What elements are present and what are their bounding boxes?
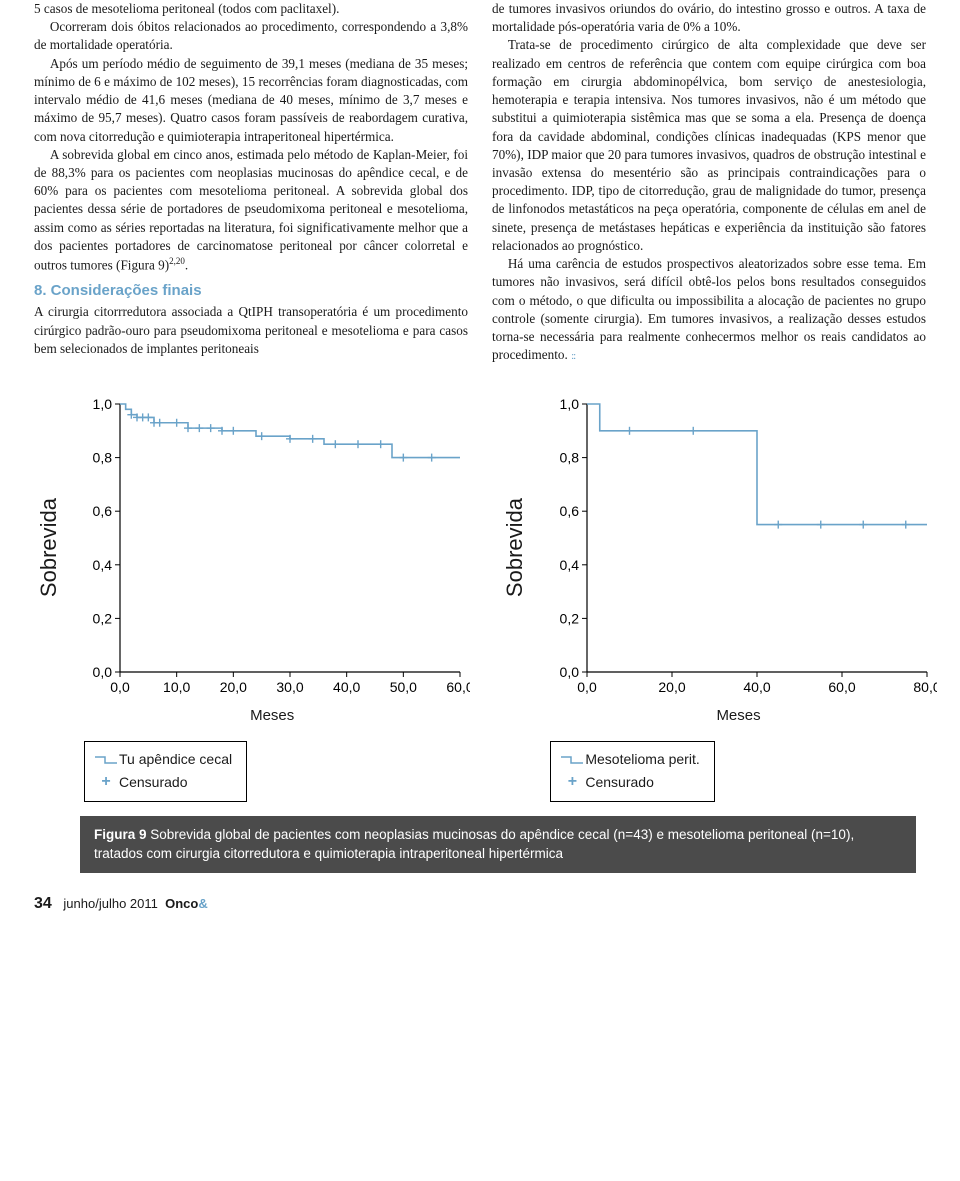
km-chart-svg: 0,0 0,2 0,4 0,6 0,8 1,0 0,0 10,0 20,0 30,0 40,0 50,… bbox=[70, 392, 470, 702]
svg-text:10,0: 10,0 bbox=[163, 679, 190, 695]
plus-icon: + bbox=[559, 771, 585, 793]
para: de tumores invasivos oriundos do ovário,… bbox=[492, 0, 926, 36]
svg-text:0,4: 0,4 bbox=[93, 557, 113, 573]
svg-text:1,0: 1,0 bbox=[93, 396, 113, 412]
text-columns: 5 casos de mesotelioma peritoneal (todos… bbox=[34, 0, 926, 364]
legend-censored-label: Censurado bbox=[585, 773, 654, 792]
km-chart-svg: 0,0 0,2 0,4 0,6 0,8 1,0 0,0 20,0 40,0 60,0 80,0 bbox=[537, 392, 937, 702]
svg-text:0,6: 0,6 bbox=[93, 504, 113, 520]
para-text: . bbox=[185, 257, 188, 272]
x-axis-label: Meses bbox=[540, 706, 936, 727]
para-text: Há uma carência de estudos prospectivos … bbox=[492, 256, 926, 362]
legend-row: + Censurado bbox=[559, 771, 699, 793]
para: Após um período médio de seguimento de 3… bbox=[34, 55, 468, 146]
svg-text:0,2: 0,2 bbox=[559, 611, 579, 627]
para-text: A sobrevida global em cinco anos, estima… bbox=[34, 147, 468, 273]
svg-text:0,2: 0,2 bbox=[93, 611, 113, 627]
para: A sobrevida global em cinco anos, estima… bbox=[34, 146, 468, 275]
left-column: 5 casos de mesotelioma peritoneal (todos… bbox=[34, 0, 468, 364]
svg-text:30,0: 30,0 bbox=[277, 679, 304, 695]
svg-text:0,0: 0,0 bbox=[93, 664, 113, 680]
end-ornament-icon: :: bbox=[571, 350, 575, 362]
legend-row: + Censurado bbox=[93, 771, 232, 793]
para: Trata-se de procedimento cirúrgico de al… bbox=[492, 36, 926, 255]
svg-text:40,0: 40,0 bbox=[333, 679, 360, 695]
y-axis-label: Sobrevida bbox=[34, 498, 64, 597]
legend-row: Mesotelioma perit. bbox=[559, 750, 699, 769]
svg-text:1,0: 1,0 bbox=[559, 396, 579, 412]
svg-text:0,8: 0,8 bbox=[93, 450, 113, 466]
y-axis-label: Sobrevida bbox=[500, 498, 530, 597]
chart-left: Sobrevida 0,0 0,2 0,4 0,6 0,8 1,0 0,0 10,0 20,0 3… bbox=[34, 392, 470, 802]
svg-text:0,0: 0,0 bbox=[577, 679, 597, 695]
svg-text:60,0: 60,0 bbox=[447, 679, 471, 695]
x-axis-label: Meses bbox=[74, 706, 470, 727]
legend-series-label: Tu apêndice cecal bbox=[119, 750, 232, 769]
svg-text:60,0: 60,0 bbox=[828, 679, 855, 695]
chart-legend: Tu apêndice cecal + Censurado bbox=[84, 741, 247, 802]
svg-text:0,0: 0,0 bbox=[559, 664, 579, 680]
para: A cirurgia citorrredutora associada a Qt… bbox=[34, 303, 468, 358]
charts-row: Sobrevida 0,0 0,2 0,4 0,6 0,8 1,0 0,0 10,0 20,0 3… bbox=[34, 392, 926, 802]
svg-text:20,0: 20,0 bbox=[658, 679, 685, 695]
right-column: de tumores invasivos oriundos do ovário,… bbox=[492, 0, 926, 364]
legend-series-label: Mesotelioma perit. bbox=[585, 750, 699, 769]
legend-row: Tu apêndice cecal bbox=[93, 750, 232, 769]
superscript-ref: 2,20 bbox=[169, 256, 185, 266]
section-title: 8. Considerações finais bbox=[34, 281, 468, 302]
caption-text: Sobrevida global de pacientes com neopla… bbox=[94, 827, 854, 860]
page-footer: 34 junho/julho 2011 Onco& bbox=[34, 893, 926, 915]
svg-text:80,0: 80,0 bbox=[913, 679, 937, 695]
svg-text:0,8: 0,8 bbox=[559, 450, 579, 466]
para: Há uma carência de estudos prospectivos … bbox=[492, 255, 926, 364]
chart-frame: Sobrevida 0,0 0,2 0,4 0,6 0,8 1,0 0,0 10,0 20,0 3… bbox=[34, 392, 470, 702]
para: Ocorreram dois óbitos relacionados ao pr… bbox=[34, 18, 468, 54]
step-line-icon bbox=[93, 754, 119, 766]
svg-text:0,6: 0,6 bbox=[559, 504, 579, 520]
svg-text:0,4: 0,4 bbox=[559, 557, 579, 573]
chart-frame: Sobrevida 0,0 0,2 0,4 0,6 0,8 1,0 0,0 20,0 40,0 6… bbox=[500, 392, 936, 702]
svg-text:20,0: 20,0 bbox=[220, 679, 247, 695]
footer-brand: Onco bbox=[165, 896, 198, 911]
plus-icon: + bbox=[93, 771, 119, 793]
para: 5 casos de mesotelioma peritoneal (todos… bbox=[34, 0, 468, 18]
chart-legend: Mesotelioma perit. + Censurado bbox=[550, 741, 714, 802]
svg-text:0,0: 0,0 bbox=[111, 679, 131, 695]
svg-text:50,0: 50,0 bbox=[390, 679, 417, 695]
page-number: 34 bbox=[34, 895, 52, 912]
footer-brand-amp: & bbox=[198, 896, 207, 911]
caption-label: Figura 9 bbox=[94, 827, 147, 842]
legend-censored-label: Censurado bbox=[119, 773, 188, 792]
svg-text:40,0: 40,0 bbox=[743, 679, 770, 695]
step-line-icon bbox=[559, 754, 585, 766]
chart-right: Sobrevida 0,0 0,2 0,4 0,6 0,8 1,0 0,0 20,0 40,0 6… bbox=[500, 392, 936, 802]
figure-caption: Figura 9 Sobrevida global de pacientes c… bbox=[80, 816, 916, 872]
footer-date: junho/julho 2011 bbox=[63, 896, 157, 911]
